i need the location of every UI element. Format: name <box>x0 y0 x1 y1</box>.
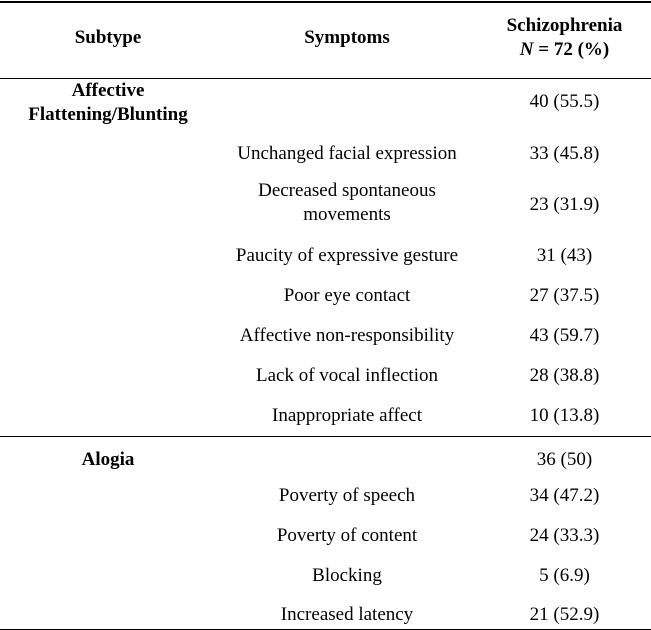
subtype-affective-line1: Affective <box>71 80 145 101</box>
symptom-cell: Blocking <box>312 565 382 586</box>
value-cell: 21 (52.9) <box>529 604 600 625</box>
subtype-affective: Affective Flattening/Blunting <box>0 79 216 127</box>
value-cell: 5 (6.9) <box>539 565 590 586</box>
symptom-cell: Increased latency <box>280 604 414 625</box>
value-cell: 27 (37.5) <box>529 285 600 306</box>
symptom-cell: Poor eye contact <box>283 285 411 306</box>
value-cell: 34 (47.2) <box>529 485 600 506</box>
value-cell: 43 (59.7) <box>529 325 600 346</box>
header-n-italic: N <box>519 39 534 60</box>
header-subtype: Subtype <box>74 27 142 48</box>
symptom-cell: Lack of vocal inflection <box>255 365 438 386</box>
value-cell: 33 (45.8) <box>529 143 600 164</box>
header-n-rest: = 72 (%) <box>533 39 610 60</box>
symptom-cell: Poverty of speech <box>278 485 416 506</box>
value-cell: 24 (33.3) <box>529 525 600 546</box>
symptom-cell: Decreased spontaneous movements <box>216 179 478 227</box>
value-cell: 10 (13.8) <box>529 405 600 426</box>
symptom-cell: Affective non-responsibility <box>239 325 455 346</box>
header-schizophrenia-title: Schizophrenia <box>506 15 623 36</box>
header-rule <box>0 78 651 79</box>
symptom-cell: Paucity of expressive gesture <box>235 245 459 266</box>
value-cell: 23 (31.9) <box>529 194 600 215</box>
alogia-total: 36 (50) <box>536 449 593 470</box>
subtype-alogia: Alogia <box>81 449 135 470</box>
header-symptoms: Symptoms <box>304 27 390 48</box>
value-cell: 31 (43) <box>536 245 593 266</box>
symptom-line2: movements <box>303 204 391 225</box>
symptom-cell: Inappropriate affect <box>272 405 422 426</box>
symptom-line1: Decreased spontaneous <box>258 180 436 201</box>
affective-total: 40 (55.5) <box>529 91 600 112</box>
symptom-cell: Poverty of content <box>276 525 418 546</box>
section-rule <box>0 436 651 437</box>
symptom-cell: Unchanged facial expression <box>237 143 457 164</box>
header-schizophrenia: Schizophrenia N = 72 (%) <box>478 14 651 62</box>
header-schizophrenia-n: N = 72 (%) <box>478 38 651 62</box>
subtype-affective-line2: Flattening/Blunting <box>28 104 188 125</box>
table-top-rule <box>0 1 651 3</box>
value-cell: 28 (38.8) <box>529 365 600 386</box>
